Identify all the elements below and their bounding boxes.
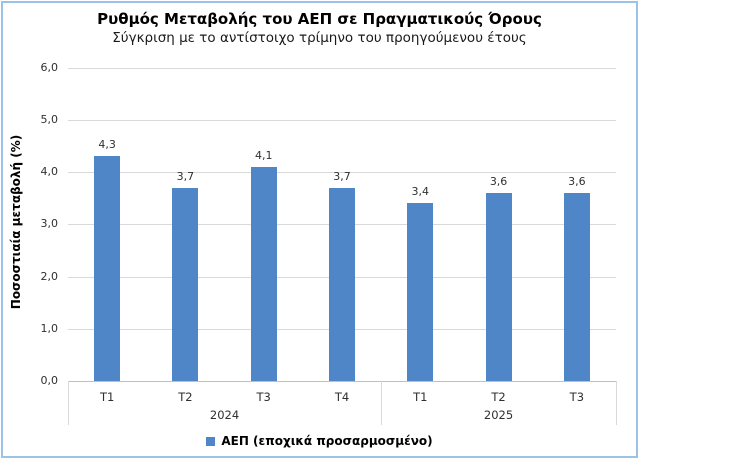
y-tick-label: 0,0 [40, 374, 59, 387]
quarter-label: T2 [491, 390, 506, 404]
y-tick-label: 4,0 [40, 165, 59, 178]
gridline [68, 172, 616, 173]
bar [250, 166, 277, 381]
legend-swatch-icon [206, 436, 216, 446]
bar [407, 203, 434, 381]
y-tick-label: 3,0 [40, 217, 59, 231]
bar-value-label: 3,6 [489, 174, 508, 188]
chart-subtitle: Σύγκριση με το αντίστοιχο τρίμηνο του πρ… [112, 30, 527, 46]
y-axis-title: Ποσοστιαία μεταβολή (%) [9, 134, 23, 310]
quarter-label: T3 [256, 390, 271, 404]
chart-title: Ρυθμός Μεταβολής του ΑΕΠ σε Πραγματικούς… [97, 10, 542, 28]
quarter-label: T2 [178, 390, 193, 404]
bar-value-label: 4,3 [98, 138, 116, 152]
bar-value-label: 3,6 [568, 174, 586, 188]
quarter-label: T1 [99, 390, 115, 404]
bar-value-label: 4,1 [254, 148, 273, 162]
axis-separator [68, 381, 69, 425]
bar-value-label: 3,7 [176, 169, 195, 183]
bar-value-label: 3,4 [411, 185, 430, 199]
legend: ΑΕΠ (εποχικά προσαρμοσμένο) [3, 432, 636, 450]
y-tick-label: 2,0 [40, 269, 59, 283]
bar [94, 156, 121, 381]
quarter-label: T3 [569, 390, 585, 404]
y-tick-label: 1,0 [40, 321, 59, 335]
axis-separator [616, 381, 617, 425]
legend-label: ΑΕΠ (εποχικά προσαρμοσμένο) [221, 434, 433, 448]
axis-separator [381, 381, 383, 425]
quarter-label: T4 [334, 390, 350, 404]
bar-value-label: 3,7 [333, 169, 351, 183]
bar [172, 187, 199, 381]
gridline [68, 67, 616, 69]
bar [329, 187, 355, 381]
y-tick-label: 5,0 [40, 112, 59, 126]
quarter-label: T1 [413, 390, 428, 404]
gdp-growth-bar-chart: Ρυθμός Μεταβολής του ΑΕΠ σε Πραγματικούς… [1, 1, 638, 458]
gridline [68, 119, 616, 121]
bar [563, 192, 590, 381]
y-tick-label: 6,0 [40, 60, 59, 74]
year-label: 2025 [483, 408, 514, 422]
year-label: 2024 [209, 408, 240, 422]
bar [485, 192, 512, 381]
x-axis-line [68, 381, 616, 382]
